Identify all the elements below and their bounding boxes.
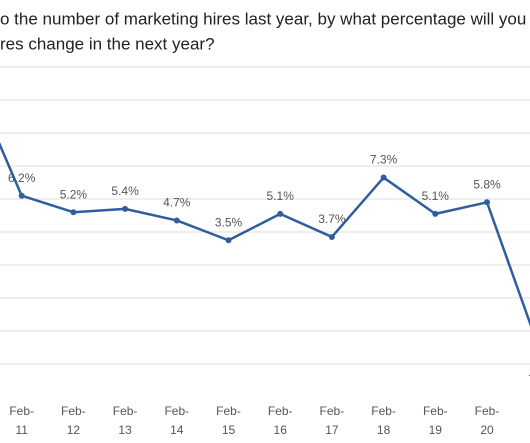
point	[380, 174, 387, 181]
chart-title: res change in the next year?	[0, 34, 215, 53]
data-label: 6.2%	[8, 171, 36, 185]
x-tick-label: Feb-20	[475, 404, 500, 437]
data-label: 3.7%	[318, 212, 346, 226]
data-label: 5.1%	[267, 189, 295, 203]
x-tick-label: Feb-16	[268, 404, 293, 437]
point	[18, 192, 25, 199]
x-tick-label: Feb-12	[61, 404, 86, 437]
point	[70, 209, 77, 216]
data-label: 5.1%	[422, 189, 450, 203]
data-label: 5.4%	[111, 184, 139, 198]
data-label: 4.7%	[163, 196, 191, 210]
x-tick-label: Feb-19	[423, 404, 448, 437]
data-label: 5.2%	[60, 187, 88, 201]
point	[122, 205, 129, 212]
x-tick-label: Feb-18	[371, 404, 396, 437]
point	[328, 233, 335, 240]
point	[432, 210, 439, 217]
data-label: 7.3%	[370, 153, 398, 167]
point	[173, 217, 180, 224]
x-tick-label: Feb-11	[9, 404, 34, 437]
data-label: 3.5%	[215, 215, 243, 229]
x-tick-label: Feb-15	[216, 404, 241, 437]
x-tick-label: Feb-14	[164, 404, 189, 437]
point	[225, 237, 232, 244]
x-tick-label: Feb-17	[320, 404, 345, 437]
data-label: 5.8%	[473, 177, 501, 191]
chart-title: o the number of marketing hires last yea…	[0, 9, 526, 28]
series-line	[0, 141, 530, 327]
data-label: -3	[528, 368, 530, 382]
x-tick-label: Feb-13	[113, 404, 138, 437]
point	[484, 199, 490, 206]
point	[277, 210, 284, 217]
